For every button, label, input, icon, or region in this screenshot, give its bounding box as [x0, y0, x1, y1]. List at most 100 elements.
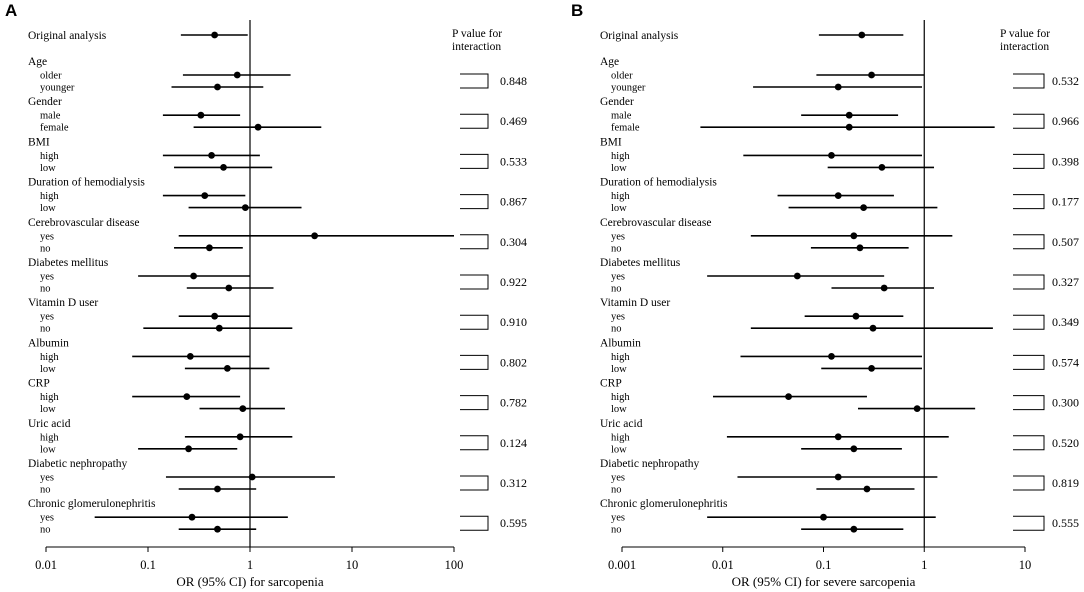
group-label: Diabetes mellitus — [600, 257, 681, 269]
interaction-bracket — [1013, 435, 1045, 451]
interaction-bracket — [1013, 234, 1045, 250]
subgroup-point — [206, 244, 213, 252]
group-label: Vitamin D user — [28, 297, 98, 309]
subgroup-label: older — [40, 71, 62, 82]
group-label: Diabetes mellitus — [28, 257, 109, 269]
subgroup-point — [852, 312, 860, 320]
subgroup-point — [860, 204, 867, 212]
interaction-bracket — [1013, 113, 1045, 129]
x-tick-label: 0.001 — [608, 558, 636, 572]
interaction-bracket — [460, 354, 489, 370]
subgroup-point — [236, 433, 244, 441]
interaction-bracket — [460, 314, 489, 330]
p-value: 0.574 — [1052, 355, 1079, 369]
p-value: 0.124 — [500, 436, 527, 450]
interaction-bracket — [1013, 515, 1045, 531]
subgroup-label: male — [40, 111, 61, 122]
x-tick-label: 0.1 — [140, 558, 156, 572]
subgroup-label: no — [40, 284, 51, 295]
subgroup-label: no — [611, 284, 622, 295]
subgroup-point — [868, 365, 875, 372]
subgroup-label: yes — [611, 513, 625, 524]
subgroup-label: yes — [611, 473, 625, 484]
subgroup-label: no — [40, 243, 51, 254]
interaction-bracket — [1013, 73, 1045, 89]
subgroup-label: no — [611, 485, 622, 496]
interaction-bracket — [460, 194, 489, 210]
interaction-bracket — [460, 435, 489, 451]
subgroup-label: high — [611, 432, 630, 443]
subgroup-label: yes — [611, 231, 625, 242]
group-label: Diabetic nephropathy — [28, 458, 128, 470]
subgroup-point — [223, 365, 231, 372]
subgroup-label: high — [40, 151, 59, 162]
p-value: 0.327 — [1052, 275, 1079, 289]
p-value: 0.819 — [1052, 476, 1079, 490]
subgroup-label: female — [40, 123, 69, 134]
p-value: 0.520 — [1052, 436, 1079, 450]
x-axis-label: OR (95% CI) for sarcopenia — [176, 574, 324, 589]
subgroup-point — [878, 164, 886, 171]
p-value-header: P value for — [452, 28, 502, 40]
interaction-bracket — [460, 113, 489, 129]
subgroup-point — [201, 192, 209, 200]
p-value: 0.782 — [500, 396, 527, 410]
p-value: 0.532 — [1052, 74, 1079, 88]
p-value: 0.304 — [500, 235, 527, 249]
subgroup-point — [863, 485, 871, 493]
interaction-bracket — [1013, 194, 1045, 210]
subgroup-point — [215, 324, 223, 332]
group-label: Cerebrovascular disease — [28, 217, 139, 229]
subgroup-label: low — [611, 203, 627, 214]
subgroup-label: older — [611, 71, 633, 82]
subgroup-label: no — [611, 324, 622, 335]
interaction-bracket — [1013, 354, 1045, 370]
p-value: 0.555 — [1052, 516, 1079, 530]
subgroup-label: high — [40, 352, 59, 363]
group-label: Vitamin D user — [600, 297, 670, 309]
interaction-bracket — [1013, 314, 1045, 330]
p-value: 0.533 — [500, 154, 527, 168]
subgroup-point — [913, 405, 921, 412]
p-value: 0.349 — [1052, 315, 1079, 329]
group-label: BMI — [28, 136, 50, 148]
interaction-bracket — [460, 475, 489, 491]
subgroup-point — [254, 123, 262, 131]
subgroup-point — [214, 485, 221, 493]
group-label: BMI — [600, 136, 622, 148]
subgroup-point — [850, 445, 858, 453]
subgroup-point — [220, 164, 227, 171]
p-value: 0.177 — [1052, 195, 1079, 209]
interaction-bracket — [460, 274, 489, 290]
subgroup-point — [248, 473, 256, 481]
x-tick-label: 1 — [921, 558, 927, 572]
subgroup-point — [850, 525, 858, 533]
subgroup-label: yes — [611, 312, 625, 323]
subgroup-label: yes — [40, 513, 54, 524]
overall-label: Original analysis — [600, 30, 679, 42]
subgroup-point — [834, 433, 842, 441]
subgroup-label: female — [611, 123, 640, 134]
subgroup-point — [845, 111, 853, 119]
p-value: 0.300 — [1052, 396, 1079, 410]
subgroup-label: yes — [40, 473, 54, 484]
subgroup-label: high — [611, 352, 630, 363]
subgroup-point — [233, 71, 241, 79]
overall-label: Original analysis — [28, 30, 107, 42]
subgroup-label: low — [40, 404, 56, 415]
subgroup-point — [211, 312, 219, 320]
group-label: Cerebrovascular disease — [600, 217, 711, 229]
subgroup-label: yes — [40, 272, 54, 283]
x-tick-label: 100 — [445, 558, 464, 572]
group-label: Chronic glomerulonephritis — [28, 498, 156, 510]
p-value: 0.312 — [500, 476, 527, 490]
panel-label: B — [571, 1, 583, 20]
subgroup-point — [214, 83, 221, 91]
subgroup-point — [850, 232, 858, 240]
x-tick-label: 10 — [346, 558, 359, 572]
subgroup-point — [880, 284, 888, 292]
x-tick-label: 0.01 — [35, 558, 57, 572]
